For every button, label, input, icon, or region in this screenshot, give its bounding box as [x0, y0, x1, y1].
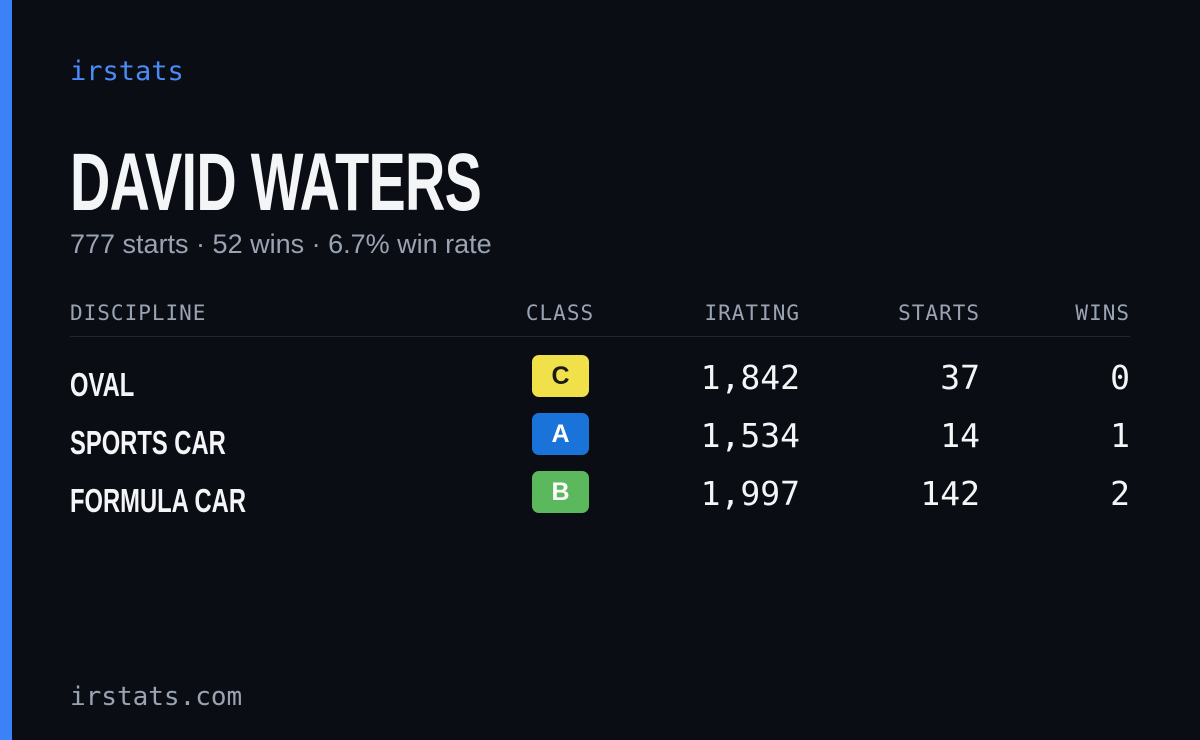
wins: 2	[1110, 474, 1130, 513]
column-header: IRATING	[704, 301, 800, 325]
discipline: SPORTS CAR	[70, 424, 226, 461]
class-badge: C	[532, 355, 589, 397]
class-badge: A	[532, 413, 589, 455]
irating: 1,842	[700, 358, 800, 397]
starts: 14	[940, 416, 980, 455]
column-header: DISCIPLINE	[70, 301, 207, 325]
irating: 1,997	[700, 474, 800, 513]
driver-name: DAVID WATERS	[70, 137, 482, 228]
class-badge: B	[532, 471, 589, 513]
column-header: STARTS	[898, 301, 980, 325]
footer-url: irstats.com	[70, 682, 243, 712]
driver-summary: 777 starts · 52 wins · 6.7% win rate	[70, 229, 492, 259]
starts: 142	[920, 474, 980, 513]
header-rule	[70, 336, 1130, 337]
starts: 37	[940, 358, 980, 397]
column-header: CLASS	[525, 301, 595, 325]
discipline: OVAL	[70, 366, 135, 403]
column-header: WINS	[1075, 301, 1130, 325]
irating: 1,534	[700, 416, 800, 455]
wins: 1	[1110, 416, 1130, 455]
brand: irstats	[70, 56, 184, 87]
discipline: FORMULA CAR	[70, 482, 246, 519]
wins: 0	[1110, 358, 1130, 397]
accent-bar	[0, 0, 12, 740]
